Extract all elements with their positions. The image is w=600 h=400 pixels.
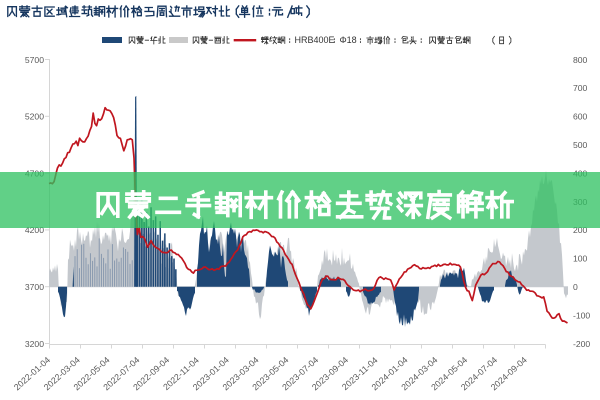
svg-text:HRB400E: HRB400E [295,35,335,45]
svg-text:4200: 4200 [25,225,44,235]
svg-text:-100: -100 [573,310,590,320]
svg-text:100: 100 [573,254,588,264]
svg-text:3200: 3200 [25,339,44,349]
svg-text:500: 500 [573,140,588,150]
svg-text:800: 800 [573,55,588,65]
svg-text:5200: 5200 [25,112,44,122]
svg-text:-200: -200 [573,339,590,349]
svg-text:0: 0 [573,282,578,292]
svg-text:700: 700 [573,83,588,93]
svg-text:600: 600 [573,112,588,122]
svg-text:3700: 3700 [25,282,44,292]
svg-text:200: 200 [573,225,588,235]
svg-text:5700: 5700 [25,55,44,65]
svg-text:Φ18: Φ18 [340,35,357,45]
